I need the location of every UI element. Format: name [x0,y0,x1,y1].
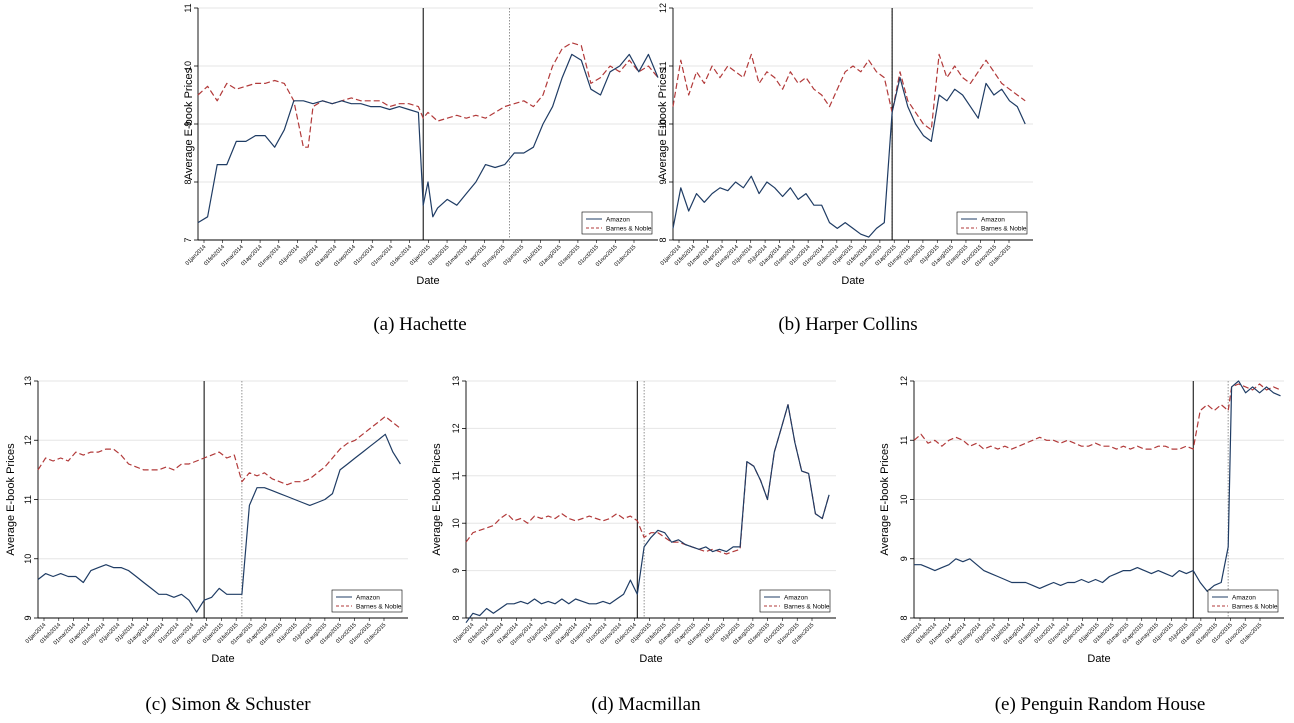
panel-caption: (d) Macmillan [591,694,701,715]
series-line-amazon [914,380,1281,592]
series-line-barnes-noble [672,53,1026,131]
y-tick-label: 9 [183,121,193,126]
y-tick-label: 8 [183,179,193,184]
panel-caption: (e) Penguin Random House [995,694,1206,715]
legend-box [956,211,1028,235]
y-axis-title: Average E-book Prices [431,443,443,556]
y-tick-label: 13 [23,376,33,386]
y-tick-label: 11 [23,495,33,504]
series-line-amazon [197,53,659,224]
y-tick-label: 8 [899,615,909,620]
y-tick-label: 12 [23,435,33,445]
y-tick-label: 11 [899,436,909,445]
y-tick-label: 9 [899,556,909,561]
y-tick-label: 11 [183,3,193,12]
y-axis-title: Average E-book Prices [657,67,669,180]
x-tick-label: 01jun2014 [278,244,301,267]
legend-label: Amazon [1232,594,1256,601]
legend-label: Barnes & Noble [784,603,830,610]
y-axis-title: Average E-book Prices [5,443,17,556]
y-tick-label: 12 [451,423,461,433]
x-axis-title: Date [211,653,234,665]
series-line-barnes-noble [197,42,659,148]
x-tick-label: 01jun2015 [503,244,526,267]
panel-caption: (a) Hachette [373,314,466,335]
series-line-amazon [672,77,1026,238]
y-axis-title: Average E-book Prices [183,67,195,180]
series-line-barnes-noble [465,404,830,555]
legend: Amazon Barnes & Noble [331,589,403,613]
y-tick-label: 12 [658,3,668,13]
y-tick-label: 7 [183,237,193,242]
legend: Amazon Barnes & Noble [1207,589,1279,613]
y-axis-title: Average E-book Prices [879,443,891,556]
y-tick-label: 10 [658,119,668,129]
chart-panel-5: 8910111201jan201401feb201401mar201401apr… [879,376,1284,715]
series-line-amazon [465,404,830,624]
y-tick-label: 9 [658,179,668,184]
chart-panel-4: 891011121301jan201401feb201401mar201401a… [431,376,836,715]
y-tick-label: 8 [451,615,461,620]
y-tick-label: 13 [451,376,461,386]
y-tick-label: 8 [658,237,668,242]
chart-panel-1: 789101101jan201401feb201401mar201401apr2… [183,3,659,335]
x-axis-title: Date [639,653,662,665]
y-tick-label: 11 [658,61,668,70]
legend-label: Amazon [784,594,808,601]
panel-caption: (b) Harper Collins [778,314,917,335]
legend: Amazon Barnes & Noble [956,211,1028,235]
series-line-amazon [37,433,401,613]
chart-panel-2: 8910111201jan201401feb201401mar201401apr… [657,3,1033,335]
panel-caption: (c) Simon & Schuster [145,694,311,715]
y-tick-label: 10 [23,554,33,564]
y-tick-label: 10 [899,494,909,504]
legend-box [1207,589,1279,613]
legend-label: Barnes & Noble [981,225,1027,232]
legend-box [759,589,831,613]
x-axis-title: Date [841,275,864,287]
legend-label: Barnes & Noble [356,603,402,610]
chart-panel-3: 91011121301jan201401feb201401mar201401ap… [5,376,408,715]
y-tick-label: 9 [23,615,33,620]
y-tick-label: 11 [451,471,461,480]
legend: Amazon Barnes & Noble [759,589,831,613]
legend-label: Amazon [606,216,630,223]
legend-label: Amazon [356,594,380,601]
legend-label: Barnes & Noble [1232,603,1278,610]
series-line-barnes-noble [913,383,1281,450]
legend-label: Barnes & Noble [606,225,652,232]
legend-label: Amazon [981,216,1005,223]
y-tick-label: 12 [899,376,909,386]
x-axis-title: Date [1087,653,1110,665]
series-line-barnes-noble [37,415,401,486]
legend: Amazon Barnes & Noble [581,211,653,235]
legend-box [581,211,653,235]
x-axis-title: Date [416,275,439,287]
y-tick-label: 9 [451,568,461,573]
y-tick-label: 10 [451,518,461,528]
y-tick-label: 10 [183,61,193,71]
legend-box [331,589,403,613]
